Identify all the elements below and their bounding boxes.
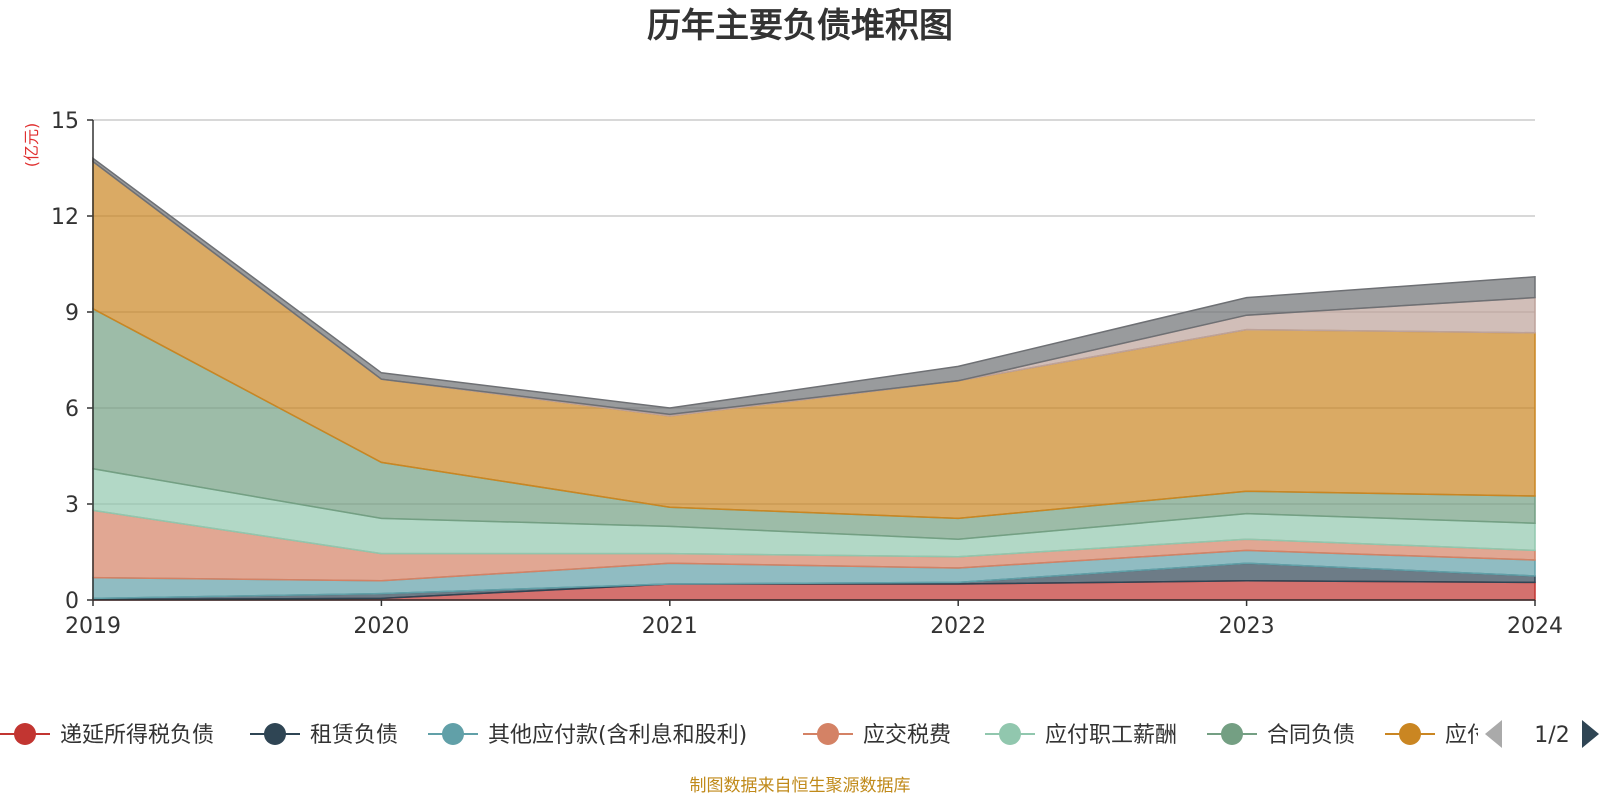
y-tick-label: 0 bbox=[65, 589, 79, 614]
x-tick-label: 2020 bbox=[353, 614, 409, 639]
legend-item[interactable]: 租赁负债 bbox=[250, 723, 398, 748]
legend: 递延所得税负债 租赁负债 其他应付款(含利息和股利) 应交税费 应付职工薪酬 合同负债 应付… bbox=[0, 720, 1599, 748]
legend-item[interactable]: 递延所得税负债 bbox=[0, 723, 214, 748]
x-tick-label: 2024 bbox=[1507, 614, 1563, 639]
legend-next-arrow-icon[interactable] bbox=[1582, 720, 1599, 748]
legend-label: 租赁负债 bbox=[310, 723, 398, 748]
legend-label: 应付职工薪酬 bbox=[1045, 723, 1177, 748]
legend-label: 其他应付款(含利息和股利) bbox=[488, 723, 747, 748]
legend-circle-icon bbox=[999, 723, 1021, 745]
legend-label: 应付账款 bbox=[1445, 723, 1533, 748]
legend-circle-icon bbox=[14, 723, 36, 745]
legend-label: 合同负债 bbox=[1267, 723, 1355, 748]
y-tick-label: 15 bbox=[51, 109, 79, 134]
x-tick-label: 2021 bbox=[642, 614, 698, 639]
legend-circle-icon bbox=[1221, 723, 1243, 745]
x-tick-label: 2019 bbox=[65, 614, 121, 639]
x-tick-label: 2022 bbox=[930, 614, 986, 639]
legend-items: 递延所得税负债 租赁负债 其他应付款(含利息和股利) 应交税费 应付职工薪酬 合同负债 应付… bbox=[0, 723, 1533, 748]
legend-prev-arrow-icon[interactable] bbox=[1485, 720, 1502, 748]
source-footer: 制图数据来自恒生聚源数据库 bbox=[690, 776, 911, 796]
y-axis-unit-label: (亿元) bbox=[22, 123, 41, 168]
legend-item[interactable]: 应付职工薪酬 bbox=[985, 723, 1177, 748]
y-tick-label: 9 bbox=[65, 301, 79, 326]
area-series bbox=[92, 156, 1536, 601]
chart-title: 历年主要负债堆积图 bbox=[647, 6, 953, 46]
legend-circle-icon bbox=[817, 723, 839, 745]
y-tick-label: 12 bbox=[51, 205, 79, 230]
area-series-9 bbox=[92, 156, 1536, 416]
y-tick-labels: 0 3 6 9 12 15 bbox=[51, 109, 79, 614]
legend-label: 应交税费 bbox=[863, 723, 951, 748]
x-tick-label: 2023 bbox=[1219, 614, 1275, 639]
legend-item[interactable]: 合同负债 bbox=[1207, 723, 1355, 748]
legend-label: 递延所得税负债 bbox=[60, 723, 214, 748]
legend-item[interactable]: 应付账款 bbox=[1385, 723, 1533, 748]
legend-item[interactable]: 应交税费 bbox=[803, 723, 951, 748]
legend-circle-icon bbox=[264, 723, 286, 745]
x-tick-labels: 2019 2020 2021 2022 2023 2024 bbox=[65, 614, 1563, 639]
legend-circle-icon bbox=[1399, 723, 1421, 745]
y-tick-label: 6 bbox=[65, 397, 79, 422]
legend-page-indicator: 1/2 bbox=[1534, 723, 1569, 748]
y-tick-label: 3 bbox=[65, 493, 79, 518]
axes bbox=[92, 120, 1536, 606]
legend-item[interactable]: 其他应付款(含利息和股利) bbox=[428, 723, 747, 748]
legend-circle-icon bbox=[442, 723, 464, 745]
